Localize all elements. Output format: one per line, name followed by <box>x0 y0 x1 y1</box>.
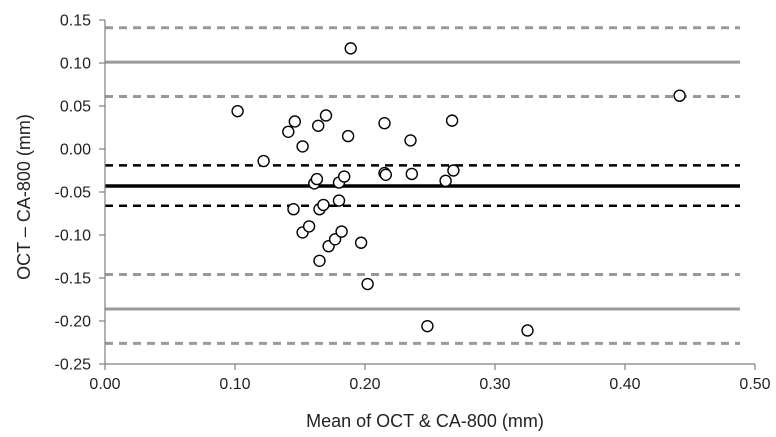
x-axis-title: Mean of OCT & CA-800 (mm) <box>306 411 544 431</box>
data-point <box>447 164 460 177</box>
x-tick-label: 0.00 <box>89 376 120 393</box>
data-points <box>231 42 686 337</box>
x-ticks: 0.00 0.10 0.20 0.30 0.40 0.50 <box>89 364 771 393</box>
axes <box>104 20 755 365</box>
data-point <box>379 168 392 182</box>
data-point <box>282 125 295 139</box>
data-point <box>231 104 244 118</box>
x-tick-label: 0.10 <box>219 376 250 393</box>
x-tick-label: 0.30 <box>479 376 510 393</box>
data-point <box>338 170 351 183</box>
data-point <box>439 174 452 188</box>
y-tick-label: 0.15 <box>60 13 91 30</box>
data-point <box>310 172 324 186</box>
data-point <box>445 114 459 127</box>
y-ticks: 0.15 0.10 0.05 0.00 -0.05 -0.10 -0.15 -0.20 -0.2… <box>55 13 105 374</box>
data-point <box>257 154 270 168</box>
data-point <box>302 220 316 233</box>
data-point <box>296 140 309 153</box>
data-point <box>521 324 534 337</box>
y-tick-label: 0.10 <box>60 56 91 73</box>
data-point <box>673 89 686 102</box>
data-point <box>287 202 300 216</box>
data-point <box>354 236 368 249</box>
data-point <box>332 194 346 207</box>
data-point <box>344 42 357 55</box>
y-tick-label: -0.05 <box>55 185 92 202</box>
data-point <box>341 129 355 143</box>
y-axis-title: OCT – CA-800 (mm) <box>14 114 34 280</box>
data-point <box>313 254 326 267</box>
data-point <box>317 198 330 212</box>
data-point <box>288 115 301 128</box>
reference-lines <box>105 26 740 345</box>
data-point <box>378 116 391 130</box>
data-point <box>421 319 434 333</box>
data-point <box>404 134 417 147</box>
data-point <box>328 233 342 246</box>
y-tick-label: -0.10 <box>55 228 92 245</box>
y-tick-label: -0.25 <box>55 357 92 374</box>
data-point <box>405 167 418 181</box>
y-tick-label: -0.15 <box>55 271 92 288</box>
data-point <box>312 119 325 132</box>
data-point <box>335 225 348 238</box>
y-tick-label: 0.00 <box>60 142 91 159</box>
y-tick-label: -0.20 <box>55 314 92 331</box>
x-tick-label: 0.40 <box>609 376 640 393</box>
data-point <box>361 277 374 291</box>
x-tick-label: 0.20 <box>349 376 380 393</box>
data-point <box>319 109 333 122</box>
y-tick-label: 0.05 <box>60 99 91 116</box>
x-tick-label: 0.50 <box>739 376 770 393</box>
